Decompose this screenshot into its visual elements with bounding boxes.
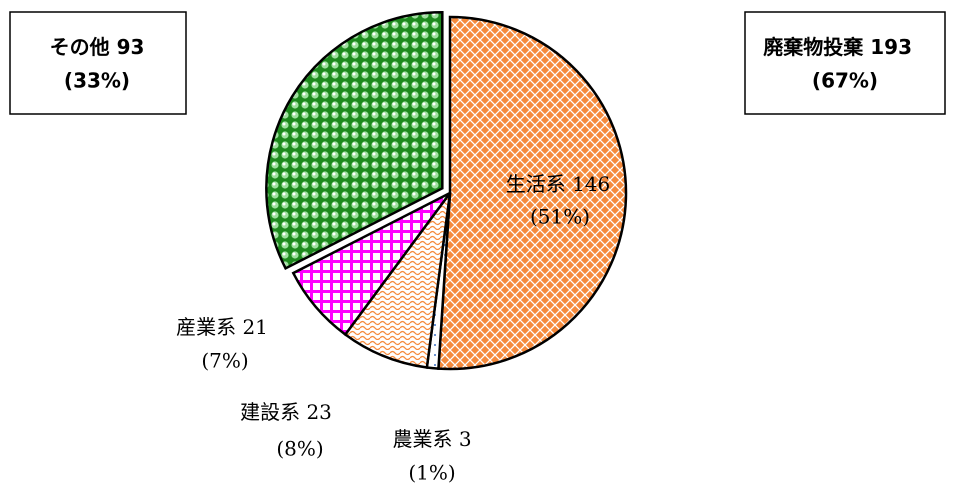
slice-label: 生活系 146 xyxy=(506,172,611,196)
slice-name: 産業系 xyxy=(176,315,236,339)
slice-percent: (51%) xyxy=(530,205,590,229)
slice-name: その他 xyxy=(50,35,110,59)
slice-label: 建設系 23 xyxy=(240,400,332,424)
slice-value: 146 xyxy=(572,172,610,196)
slice-percent: (8%) xyxy=(276,437,323,461)
slice-value: 93 xyxy=(117,35,145,59)
slice-percent: (7%) xyxy=(201,349,248,373)
pie-slice xyxy=(265,11,444,271)
slice-value: 23 xyxy=(306,400,331,424)
slice-label: 産業系 21 xyxy=(176,315,268,339)
slice-label: 農業系 3 xyxy=(392,427,471,451)
label-box xyxy=(9,11,187,115)
slice-value: 21 xyxy=(242,315,267,339)
pie-slice xyxy=(291,191,452,337)
group-value: 193 xyxy=(870,35,912,59)
slice-label: その他 93 xyxy=(50,35,145,59)
label-box xyxy=(744,11,946,115)
group-percent: (67%) xyxy=(812,69,878,93)
slice-name: 生活系 xyxy=(506,172,566,196)
group-label: 廃棄物投棄 193 xyxy=(763,35,912,59)
group-name: 廃棄物投棄 xyxy=(763,35,864,59)
pie-slice xyxy=(343,192,452,369)
slice-value: 3 xyxy=(459,427,472,451)
slice-percent: (1%) xyxy=(408,461,455,485)
slice-name: 農業系 xyxy=(392,427,452,451)
slice-name: 建設系 xyxy=(240,400,300,424)
pie-slice xyxy=(437,15,628,371)
slice-percent: (33%) xyxy=(64,69,130,93)
